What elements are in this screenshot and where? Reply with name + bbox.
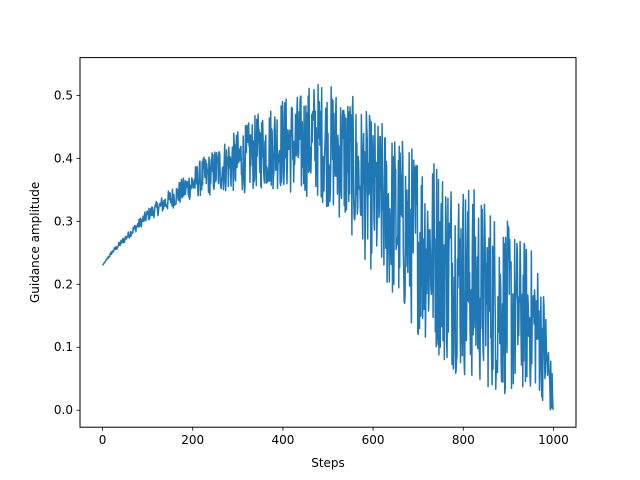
axes-frame bbox=[79, 57, 577, 428]
x-axis-label: Steps bbox=[311, 456, 345, 470]
y-axis-ticks: 0.0 0.1 0.2 0.3 0.4 0.5 bbox=[54, 88, 80, 417]
y-tick-label: 0.2 bbox=[54, 277, 73, 291]
y-tick-label: 0.0 bbox=[54, 403, 73, 417]
y-tick-label: 0.1 bbox=[54, 340, 73, 354]
y-tick-label: 0.5 bbox=[54, 88, 73, 102]
y-tick-label: 0.4 bbox=[54, 151, 73, 165]
x-tick-label: 400 bbox=[271, 433, 294, 447]
y-axis-label: Guidance amplitude bbox=[28, 182, 42, 303]
series-line bbox=[101, 84, 555, 411]
y-tick-label: 0.3 bbox=[54, 214, 73, 228]
x-tick-label: 200 bbox=[181, 433, 204, 447]
x-tick-label: 1000 bbox=[538, 433, 569, 447]
plot-area bbox=[101, 84, 555, 411]
x-tick-label: 0 bbox=[99, 433, 107, 447]
x-axis-ticks: 0 200 400 600 800 1000 bbox=[99, 427, 569, 447]
x-tick-label: 600 bbox=[362, 433, 385, 447]
x-tick-label: 800 bbox=[452, 433, 475, 447]
